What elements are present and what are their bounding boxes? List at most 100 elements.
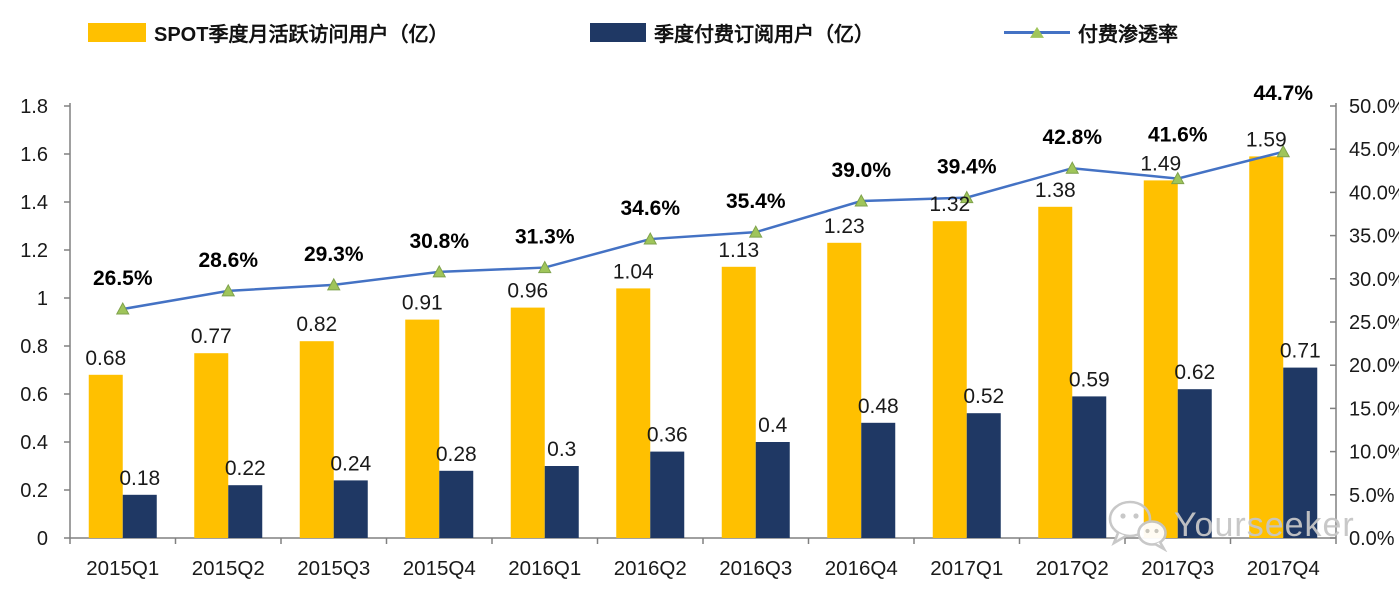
legend-swatch-subscribers xyxy=(590,23,646,42)
legend-label-penetration: 付费渗透率 xyxy=(1078,24,1178,46)
bar-mau-2017Q2 xyxy=(1038,206,1073,539)
x-axis-label: 2016Q3 xyxy=(719,557,792,580)
left-axis-label: 1.2 xyxy=(20,240,48,262)
right-axis-label: 30.0% xyxy=(1349,269,1399,291)
right-axis-label: 45.0% xyxy=(1349,139,1399,161)
bar-mau-2017Q3 xyxy=(1143,180,1178,538)
bar-mau-2017Q1 xyxy=(932,221,967,538)
x-axis-label: 2017Q3 xyxy=(1141,557,1214,580)
x-axis-label: 2015Q4 xyxy=(403,557,476,580)
bar-mau-2016Q1 xyxy=(510,307,545,538)
x-axis-label: 2017Q4 xyxy=(1247,557,1320,580)
line-marker-2016Q1 xyxy=(537,260,552,274)
legend-label-mau: SPOT季度月活跃访问用户（亿） xyxy=(154,24,449,46)
bar-label-subs-2016Q4: 0.48 xyxy=(858,395,899,418)
line-marker-2015Q3 xyxy=(326,277,341,291)
bar-label-mau-2017Q3: 1.49 xyxy=(1140,152,1181,175)
line-marker-2015Q4 xyxy=(432,264,447,278)
pct-label-2016Q3: 35.4% xyxy=(726,190,786,213)
pct-label-2015Q1: 26.5% xyxy=(93,267,153,290)
bar-label-subs-2017Q3: 0.62 xyxy=(1174,361,1215,384)
left-axis-label: 1.8 xyxy=(20,96,48,118)
line-marker-2017Q1 xyxy=(959,190,974,204)
line-marker-2016Q4 xyxy=(854,193,869,207)
right-axis-label: 15.0% xyxy=(1349,398,1399,420)
line-marker-2017Q2 xyxy=(1065,161,1080,174)
penetration-line xyxy=(122,150,1284,311)
bar-label-mau-2015Q4: 0.91 xyxy=(402,292,443,315)
bar-label-mau-2017Q1: 1.32 xyxy=(929,193,970,216)
bar-label-subs-2016Q1: 0.3 xyxy=(547,438,576,461)
line-marker-2017Q3 xyxy=(1170,171,1185,185)
legend-item-subscribers: 季度付费订阅用户（亿） xyxy=(590,18,874,47)
bar-label-subs-2017Q1: 0.52 xyxy=(963,385,1004,408)
right-axis-label: 35.0% xyxy=(1349,226,1399,248)
bar-mau-2016Q3 xyxy=(721,266,756,538)
right-axis-label: 10.0% xyxy=(1349,442,1399,464)
line-marker-2016Q3 xyxy=(748,225,763,238)
x-axis-label: 2016Q2 xyxy=(614,557,687,580)
bar-subs-2017Q1 xyxy=(966,413,1001,538)
line-marker-2015Q2 xyxy=(221,283,236,297)
pct-label-2017Q2: 42.8% xyxy=(1042,126,1102,149)
bar-mau-2016Q4 xyxy=(827,242,862,539)
x-axis-label: 2015Q3 xyxy=(297,557,370,580)
triangle-marker-icon xyxy=(1030,26,1044,38)
pct-label-2016Q2: 34.6% xyxy=(620,197,680,220)
right-axis-label: 0.0% xyxy=(1349,528,1395,550)
bar-mau-2015Q2 xyxy=(194,353,229,538)
x-axis-label: 2017Q1 xyxy=(930,557,1003,580)
bar-subs-2015Q4 xyxy=(439,470,474,538)
bar-mau-2015Q4 xyxy=(405,319,440,538)
pct-label-2016Q1: 31.3% xyxy=(515,226,575,249)
bar-label-subs-2016Q2: 0.36 xyxy=(647,424,688,447)
line-marker-2017Q4 xyxy=(1276,144,1291,158)
left-axis-label: 0 xyxy=(37,528,48,550)
bar-subs-2016Q3 xyxy=(755,442,790,538)
pct-label-2017Q4: 44.7% xyxy=(1253,82,1313,105)
bar-mau-2015Q1 xyxy=(88,374,123,538)
left-axis-label: 0.6 xyxy=(20,384,48,406)
bar-label-subs-2015Q3: 0.24 xyxy=(330,452,371,475)
bar-label-mau-2016Q4: 1.23 xyxy=(824,215,865,238)
bar-label-subs-2017Q2: 0.59 xyxy=(1069,368,1110,391)
pct-label-2016Q4: 39.0% xyxy=(831,159,891,182)
left-axis-label: 0.4 xyxy=(20,432,48,454)
x-axis-label: 2016Q1 xyxy=(508,557,581,580)
bar-label-subs-2015Q4: 0.28 xyxy=(436,443,477,466)
bar-label-mau-2017Q2: 1.38 xyxy=(1035,179,1076,202)
x-axis-label: 2016Q4 xyxy=(825,557,898,580)
bar-label-mau-2015Q1: 0.68 xyxy=(85,347,126,370)
legend-item-mau: SPOT季度月活跃访问用户（亿） xyxy=(88,18,448,47)
pct-label-2015Q2: 28.6% xyxy=(198,249,258,272)
bar-mau-2015Q3 xyxy=(299,341,334,538)
bar-subs-2016Q4 xyxy=(861,422,896,538)
bar-label-mau-2017Q4: 1.59 xyxy=(1246,128,1287,151)
bar-subs-2017Q4 xyxy=(1283,367,1318,538)
legend-swatch-mau xyxy=(88,23,146,42)
bar-label-mau-2016Q2: 1.04 xyxy=(613,260,654,283)
right-axis-label: 40.0% xyxy=(1349,182,1399,204)
right-axis-label: 25.0% xyxy=(1349,312,1399,334)
bar-label-mau-2015Q3: 0.82 xyxy=(296,313,337,336)
x-axis-label: 2015Q1 xyxy=(86,557,159,580)
legend-line-sample xyxy=(1004,26,1070,38)
line-marker-2015Q1 xyxy=(115,301,130,315)
bar-subs-2016Q1 xyxy=(544,466,579,538)
bar-label-subs-2016Q3: 0.4 xyxy=(758,414,788,437)
pct-label-2017Q3: 41.6% xyxy=(1148,124,1208,147)
bar-subs-2015Q1 xyxy=(122,494,157,538)
x-axis-label: 2017Q2 xyxy=(1036,557,1109,580)
bar-mau-2016Q2 xyxy=(616,288,651,538)
bar-subs-2015Q2 xyxy=(228,485,263,538)
bar-subs-2017Q2 xyxy=(1072,396,1107,538)
x-axis-label: 2015Q2 xyxy=(192,557,265,580)
left-axis-label: 1 xyxy=(37,288,48,310)
bar-label-mau-2015Q2: 0.77 xyxy=(191,325,232,348)
right-axis-label: 50.0% xyxy=(1349,96,1399,118)
right-axis-label: 5.0% xyxy=(1349,485,1395,507)
legend: SPOT季度月活跃访问用户（亿） 季度付费订阅用户（亿） 付费渗透率 xyxy=(0,0,1399,52)
bar-label-mau-2016Q3: 1.13 xyxy=(718,239,759,262)
bar-label-subs-2015Q2: 0.22 xyxy=(225,457,266,480)
left-axis-label: 0.8 xyxy=(20,336,48,358)
